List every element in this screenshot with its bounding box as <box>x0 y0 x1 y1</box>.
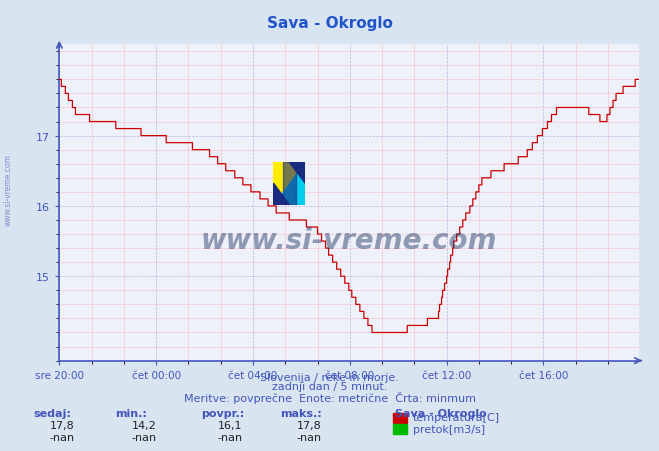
Polygon shape <box>289 162 305 184</box>
Text: 17,8: 17,8 <box>49 420 74 430</box>
Text: www.si-vreme.com: www.si-vreme.com <box>3 153 13 226</box>
Polygon shape <box>283 162 296 205</box>
Text: min.:: min.: <box>115 408 147 418</box>
Text: Sava - Okroglo: Sava - Okroglo <box>266 16 393 31</box>
Text: -nan: -nan <box>49 432 74 442</box>
Text: 14,2: 14,2 <box>132 420 157 430</box>
Text: -nan: -nan <box>217 432 243 442</box>
Text: 16,1: 16,1 <box>217 420 242 430</box>
Polygon shape <box>273 184 289 205</box>
Text: Meritve: povprečne  Enote: metrične  Črta: minmum: Meritve: povprečne Enote: metrične Črta:… <box>183 391 476 403</box>
Polygon shape <box>273 162 305 205</box>
Text: Slovenija / reke in morje.: Slovenija / reke in morje. <box>260 372 399 382</box>
Text: 17,8: 17,8 <box>297 420 322 430</box>
Text: sedaj:: sedaj: <box>33 408 71 418</box>
Text: povpr.:: povpr.: <box>201 408 244 418</box>
Text: -nan: -nan <box>132 432 157 442</box>
Text: temperatura[C]: temperatura[C] <box>413 412 500 422</box>
Polygon shape <box>273 162 305 205</box>
Text: Sava - Okroglo: Sava - Okroglo <box>395 408 487 418</box>
Text: pretok[m3/s]: pretok[m3/s] <box>413 424 484 434</box>
Text: -nan: -nan <box>297 432 322 442</box>
Text: zadnji dan / 5 minut.: zadnji dan / 5 minut. <box>272 381 387 391</box>
Text: www.si-vreme.com: www.si-vreme.com <box>201 227 498 255</box>
Text: maks.:: maks.: <box>280 408 322 418</box>
